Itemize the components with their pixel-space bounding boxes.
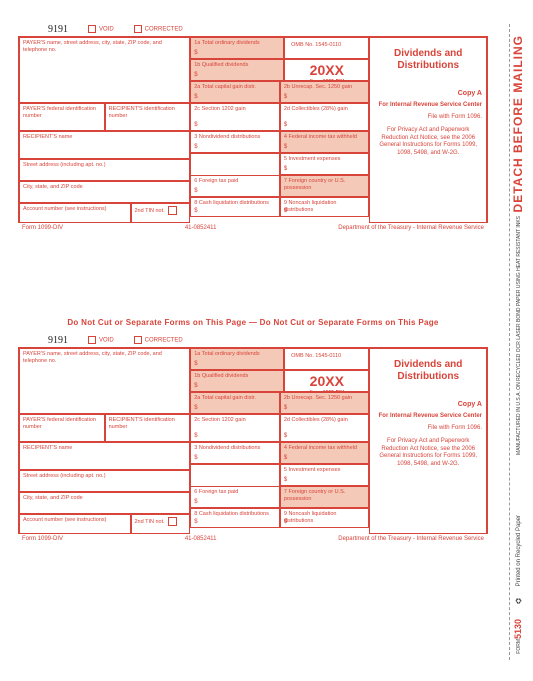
- for-irs: For Internal Revenue Service Center: [379, 102, 482, 108]
- box-2b: 2b Unrecap. Sec. 1250 gain$: [280, 392, 370, 414]
- separator-warning: Do Not Cut or Separate Forms on This Pag…: [18, 312, 488, 333]
- footer-dept: Department of the Treasury - Internal Re…: [338, 536, 484, 542]
- account-number: Account number (see instructions): [19, 203, 131, 223]
- box-6: 6 Foreign tax paid$: [190, 175, 280, 197]
- street-address: Street address (including apt. no.): [19, 470, 190, 492]
- corrected-option: CORRECTED: [134, 25, 183, 33]
- box-2a: 2a Total capital gain distr.$: [190, 392, 280, 414]
- account-number: Account number (see instructions): [19, 514, 131, 534]
- form-1099-div-copy-2: 9191 VOID CORRECTED PAYER'S name, street…: [18, 333, 488, 623]
- tax-year: 20XX Form 1099-DIV: [284, 370, 369, 392]
- box-5: 5 Investment expenses$: [280, 464, 370, 486]
- manufacture-note: MANUFACTURED IN U.S.A. ON RECYCLED OCR L…: [516, 216, 522, 455]
- box-1b: 1b Qualified dividends$: [190, 370, 284, 392]
- recycled-note: ♻ Printed on Recycled Paper: [514, 515, 524, 613]
- box-9: 9 Noncash liquidation distributions$: [280, 508, 370, 528]
- form-title: Dividends and Distributions: [374, 359, 482, 383]
- box-1a: 1a Total ordinary dividends$: [190, 37, 284, 59]
- recipient-id: RECIPIENT'S identification number: [105, 103, 191, 131]
- void-option: VOID: [88, 25, 114, 33]
- right-info-panel: Dividends and Distributions Copy A For I…: [369, 348, 487, 534]
- box-blank: [190, 464, 280, 486]
- box-1a: 1a Total ordinary dividends$: [190, 348, 284, 370]
- footer-form: Form 1099-DIV: [22, 536, 63, 542]
- box-4: 4 Federal income tax withheld$: [280, 131, 370, 153]
- box-8: 8 Cash liquidation distributions$: [190, 508, 280, 528]
- privacy-notice: For Privacy Act and Paperwork Reduction …: [374, 438, 482, 469]
- city-state-zip: City, state, and ZIP code: [19, 492, 190, 514]
- sidebar-form-number: 5130: [513, 619, 524, 639]
- box-2d: 2d Collectibles (28%) gain$: [280, 103, 370, 131]
- box-2a: 2a Total capital gain distr.$: [190, 81, 280, 103]
- box-5: 5 Investment expenses$: [280, 153, 370, 175]
- tax-year: 20XX Form 1099-DIV: [284, 59, 369, 81]
- copy-label: Copy A: [458, 401, 482, 408]
- box-6: 6 Foreign tax paid$: [190, 486, 280, 508]
- payer-name-address: PAYER'S name, street address, city, stat…: [19, 348, 190, 414]
- footer-dept: Department of the Treasury - Internal Re…: [338, 225, 484, 231]
- void-option: VOID: [88, 336, 114, 344]
- box-2d: 2d Collectibles (28%) gain$: [280, 414, 370, 442]
- form-1099-div-copy-1: 9191 VOID CORRECTED PAYER'S name, street…: [18, 22, 488, 312]
- stamp-number: 9191: [48, 335, 68, 346]
- footer-cat: 41-0852411: [185, 536, 217, 542]
- recipient-id: RECIPIENT'S identification number: [105, 414, 191, 442]
- recipient-name: RECIPIENT'S name: [19, 131, 190, 159]
- second-tin: 2nd TIN not.: [131, 514, 191, 534]
- file-with: File with Form 1096.: [374, 425, 482, 432]
- form-title: Dividends and Distributions: [374, 48, 482, 72]
- payer-fed-id: PAYER'S federal identification number: [19, 414, 105, 442]
- copy-label: Copy A: [458, 90, 482, 97]
- form-footer: Form 1099-DIV 41-0852411 Department of t…: [18, 534, 488, 542]
- city-state-zip: City, state, and ZIP code: [19, 181, 190, 203]
- recipient-name: RECIPIENT'S name: [19, 442, 190, 470]
- box-9: 9 Noncash liquidation distributions$: [280, 197, 370, 217]
- sidebar-form-label: FORM: [516, 639, 522, 654]
- box-8: 8 Cash liquidation distributions$: [190, 197, 280, 217]
- form-footer: Form 1099-DIV 41-0852411 Department of t…: [18, 223, 488, 231]
- box-3: 3 Nondividend distributions$: [190, 442, 280, 464]
- form-header: 9191 VOID CORRECTED: [18, 22, 488, 36]
- file-with: File with Form 1096.: [374, 114, 482, 121]
- second-tin: 2nd TIN not.: [131, 203, 191, 223]
- omb-number: OMB No. 1545-0110: [284, 37, 369, 59]
- box-1b: 1b Qualified dividends$: [190, 59, 284, 81]
- box-2c: 2c Section 1202 gain$: [190, 103, 280, 131]
- stamp-number: 9191: [48, 24, 68, 35]
- for-irs: For Internal Revenue Service Center: [379, 413, 482, 419]
- privacy-notice: For Privacy Act and Paperwork Reduction …: [374, 127, 482, 158]
- street-address: Street address (including apt. no.): [19, 159, 190, 181]
- box-2b: 2b Unrecap. Sec. 1250 gain$: [280, 81, 370, 103]
- box-4: 4 Federal income tax withheld$: [280, 442, 370, 464]
- footer-form: Form 1099-DIV: [22, 225, 63, 231]
- box-2c: 2c Section 1202 gain$: [190, 414, 280, 442]
- recycle-icon: ♻: [514, 596, 523, 605]
- box-7: 7 Foreign country or U.S. possession: [280, 175, 370, 197]
- payer-fed-id: PAYER'S federal identification number: [19, 103, 105, 131]
- box-7: 7 Foreign country or U.S. possession: [280, 486, 370, 508]
- omb-number: OMB No. 1545-0110: [284, 348, 369, 370]
- box-blank: [190, 153, 280, 175]
- footer-cat: 41-0852411: [185, 225, 217, 231]
- detach-warning: DETACH BEFORE MAILING: [511, 35, 525, 212]
- tear-off-sidebar: DETACH BEFORE MAILING MANUFACTURED IN U.…: [509, 24, 527, 660]
- box-3: 3 Nondividend distributions$: [190, 131, 280, 153]
- payer-name-address: PAYER'S name, street address, city, stat…: [19, 37, 190, 103]
- corrected-option: CORRECTED: [134, 336, 183, 344]
- form-header: 9191 VOID CORRECTED: [18, 333, 488, 347]
- right-info-panel: Dividends and Distributions Copy A For I…: [369, 37, 487, 223]
